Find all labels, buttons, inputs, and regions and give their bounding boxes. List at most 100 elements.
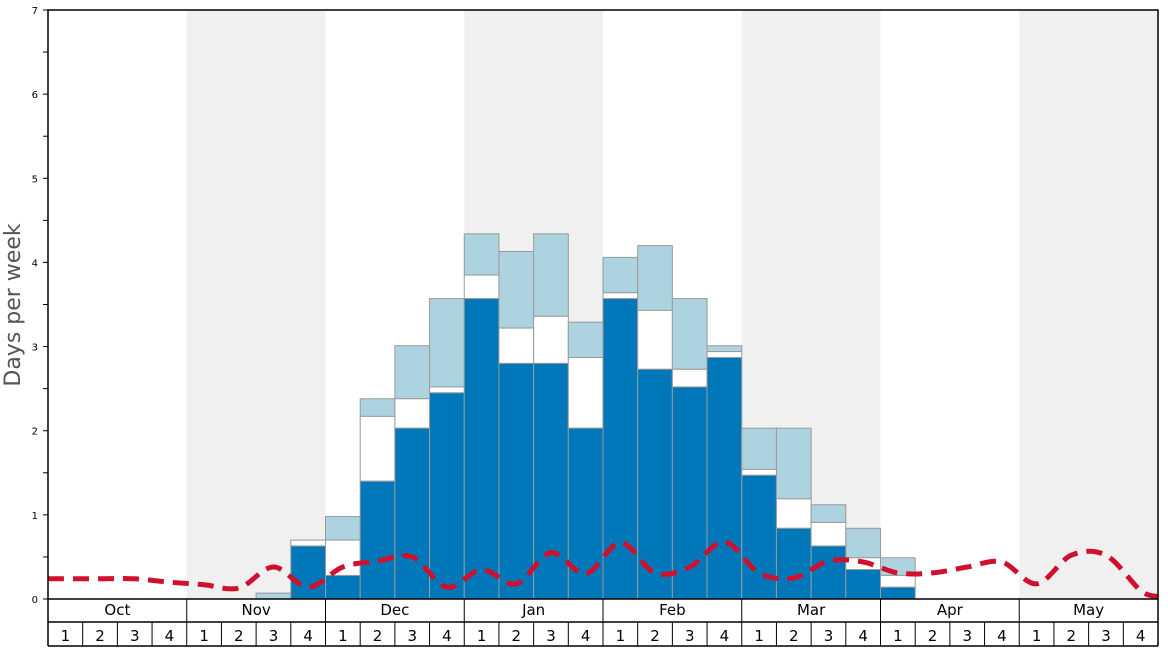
bar-middle-8 [325,539,361,576]
week-label-jan-3: 3 [546,627,556,645]
bar-bottom-13 [498,362,535,600]
y-axis: 0 1 2 3 4 5 6 7 [32,6,48,606]
week-label-mar-3: 3 [824,627,834,645]
week-label-mar-4: 4 [858,627,868,645]
y-tick-label-1: 1 [32,511,38,522]
week-label-oct-4: 4 [165,627,175,645]
bar-bottom-15 [567,427,604,600]
bar-top-11 [429,298,465,388]
week-label-oct-1: 1 [61,627,71,645]
week-label-jan-2: 2 [512,627,522,645]
bar-top-10 [394,345,431,400]
bar-bottom-12 [463,298,500,600]
week-label-dec-2: 2 [373,627,383,645]
week-label-dec-4: 4 [442,627,452,645]
y-tick-label-3: 3 [32,343,38,354]
bar-middle-17 [637,309,673,370]
bar-middle-22 [810,521,847,547]
bar-bottom-8 [325,574,361,600]
week-label-feb-3: 3 [685,627,695,645]
bar-middle-9 [359,415,396,482]
bar-middle-18 [671,368,708,388]
bar-bottom-21 [775,527,812,600]
bar-bottom-22 [810,545,847,600]
bar-middle-11 [429,386,465,394]
week-label-mar-2: 2 [789,627,799,645]
bar-top-16 [602,256,639,294]
bar-middle-14 [533,315,569,364]
average-line-path [48,539,1159,599]
y-tick-label-4: 4 [32,258,38,269]
y-tick-label-0: 0 [32,595,38,606]
bar-middle-20 [741,468,777,476]
week-label-apr-2: 2 [928,627,938,645]
week-label-oct-3: 3 [130,627,140,645]
week-label-dec-1: 1 [338,627,348,645]
bar-bottom-20 [741,474,777,600]
bar-bottom-19 [706,357,743,600]
week-label-nov-1: 1 [199,627,209,645]
week-label-oct-2: 2 [95,627,105,645]
bar-bottom-24 [880,586,916,600]
bar-middle-13 [498,327,535,364]
bar-top-14 [533,233,569,317]
bar-top-6 [255,592,292,600]
week-label-apr-3: 3 [962,627,972,645]
week-label-feb-1: 1 [616,627,626,645]
y-tick-label-6: 6 [32,90,38,101]
bar-top-13 [498,250,535,329]
month-label-feb: Feb [659,601,686,619]
y-axis-label: Days per week [1,223,26,386]
week-label-may-1: 1 [1032,627,1042,645]
week-label-jan-1: 1 [477,627,487,645]
month-label-mar: Mar [797,601,826,619]
y-tick-label-7: 7 [32,6,38,17]
week-label-dec-3: 3 [407,627,417,645]
week-label-jan-4: 4 [581,627,591,645]
week-label-nov-4: 4 [303,627,313,645]
bar-middle-12 [463,274,500,300]
y-tick-label-5: 5 [32,174,38,185]
bar-top-12 [463,233,500,276]
bar-bottom-14 [533,362,569,600]
bar-middle-7 [290,539,326,547]
week-label-apr-1: 1 [893,627,903,645]
bar-top-21 [775,427,812,500]
bar-top-18 [671,298,708,370]
week-label-nov-2: 2 [234,627,244,645]
x-axis: Oct 1 2 3 4 Nov 1 2 3 4 Dec 1 2 3 4 Jan 1 2 3 4 Feb 1 2 3 4 Mar 1 2… [47,599,1159,647]
month-label-dec: Dec [380,601,409,619]
bar-middle-15 [567,357,604,429]
bar-top-17 [637,245,673,311]
week-label-apr-4: 4 [997,627,1007,645]
bar-bottom-10 [394,427,431,600]
bar-middle-19 [706,351,743,359]
bar-top-19 [706,345,743,353]
bar-middle-16 [602,292,639,300]
month-label-may: May [1073,601,1104,619]
bar-middle-21 [775,498,812,529]
month-shade-may [1019,10,1158,599]
month-label-jan: Jan [521,601,545,619]
week-label-may-3: 3 [1101,627,1111,645]
bar-top-9 [359,398,396,417]
week-label-may-2: 2 [1067,627,1077,645]
bar-top-20 [741,427,777,470]
bar-bottom-18 [671,386,708,600]
bar-bottom-23 [845,569,881,600]
month-label-oct: Oct [104,601,130,619]
bar-top-22 [810,504,847,523]
weekly-bars [255,233,916,600]
month-label-apr: Apr [937,601,964,619]
week-label-feb-2: 2 [650,627,660,645]
bar-top-23 [845,527,881,559]
average-line [48,539,1159,599]
bar-middle-24 [880,574,916,588]
bar-bottom-11 [429,392,465,600]
month-shade-nov [186,10,326,599]
month-label-nov: Nov [241,601,270,619]
bar-bottom-7 [290,545,326,600]
week-label-nov-3: 3 [269,627,279,645]
week-label-feb-4: 4 [720,627,730,645]
